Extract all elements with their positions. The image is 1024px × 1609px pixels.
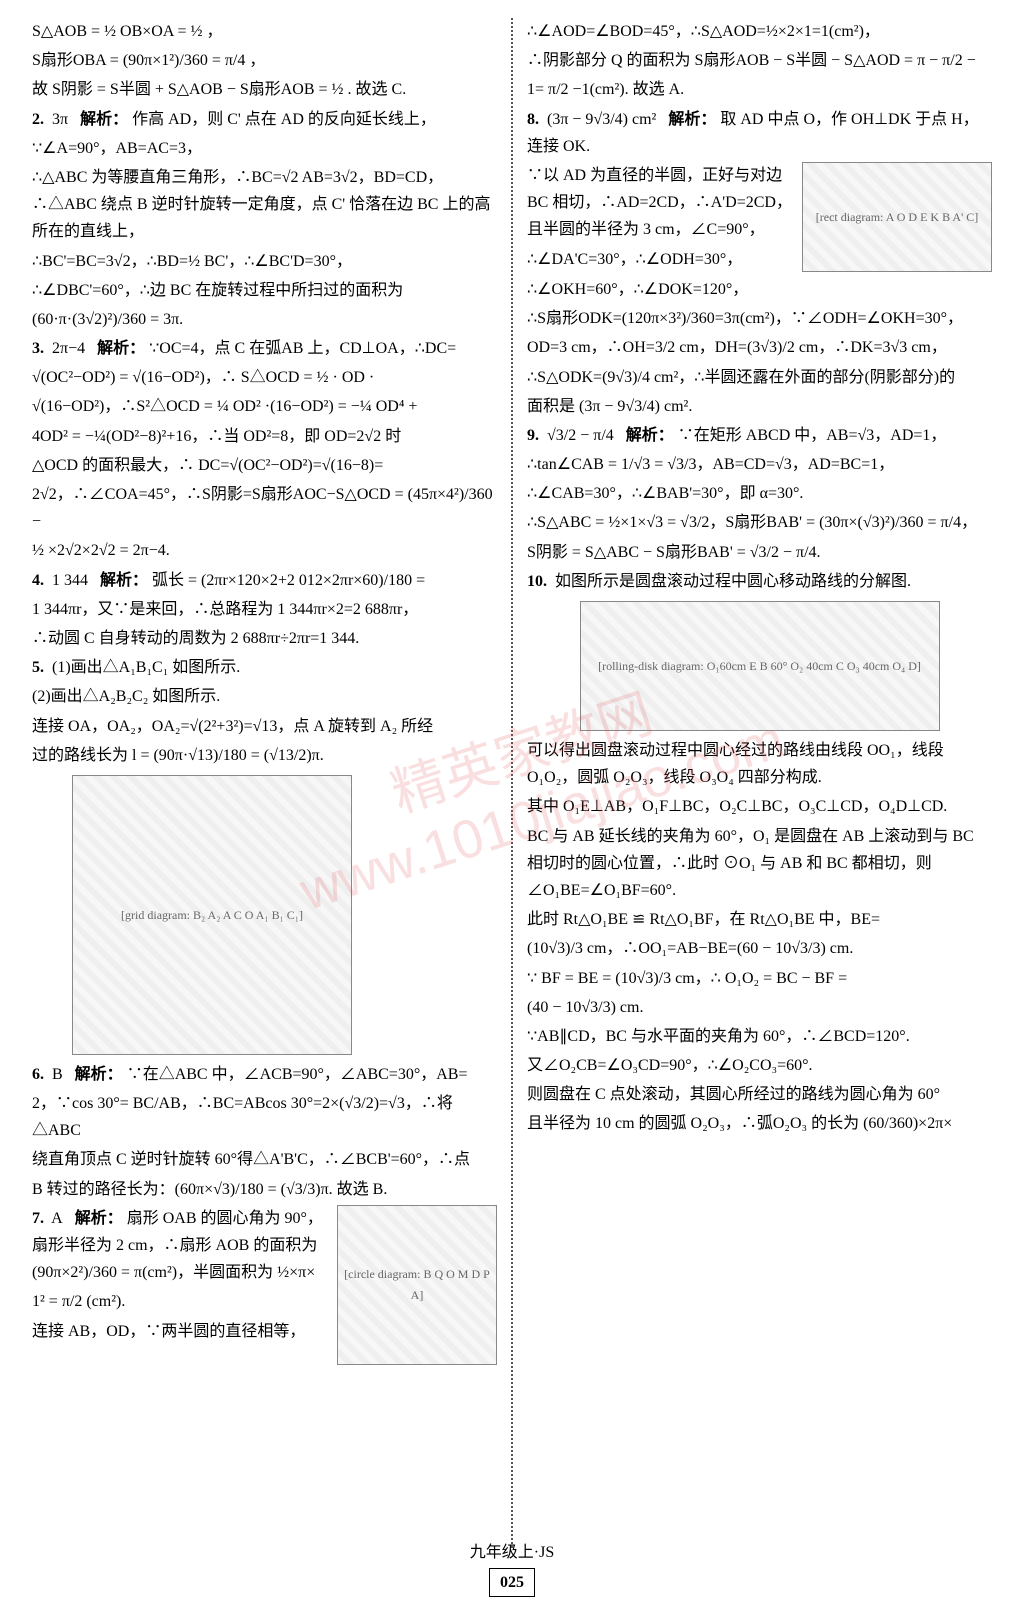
analysis-label: 解析： — [100, 572, 148, 589]
text-line: 且半径为 10 cm 的圆弧 O₂O₃，∴弧O₂O₃ 的长为 (60/360)×… — [527, 1110, 992, 1137]
text-span: ∵在矩形 ABCD 中，AB=√3，AD=1， — [678, 427, 947, 444]
q7-block: [circle diagram: B Q O M D P A] 7. A 解析：… — [32, 1205, 497, 1369]
text-line: ∴S△ABC = ½×1×√3 = √3/2，S扇形BAB' = (30π×(√… — [527, 509, 992, 536]
text-line: S扇形OBA = (90π×1²)/360 = π/4 ， — [32, 47, 497, 74]
q10-head: 10. 如图所示是圆盘滚动过程中圆心移动路线的分解图. — [527, 568, 992, 595]
grid-figure: [grid diagram: B₂ A₂ A C O A₁ B₁ C₁] — [72, 775, 352, 1055]
answer: 1 344 — [52, 572, 88, 589]
text-line: (60·π·(3√2)²)/360 = 3π. — [32, 306, 497, 333]
answer: (3π − 9√3/4) cm² — [547, 111, 656, 128]
question-number: 10. — [527, 573, 547, 590]
text-line: √(16−OD²)，∴S²△OCD = ¼ OD² ·(16−OD²) = −¼… — [32, 393, 497, 420]
question-number: 4. — [32, 572, 44, 589]
rect-figure: [rect diagram: A O D E K B A' C] — [802, 162, 992, 272]
question-number: 2. — [32, 111, 44, 128]
q5-head: 5. (1)画出△A₁B₁C₁ 如图所示. — [32, 654, 497, 681]
text-line: ∴BC'=BC=3√2，∴BD=½ BC'，∴∠BC'D=30°， — [32, 248, 497, 275]
answer: 2π−4 — [52, 340, 85, 357]
text-line: BC 与 AB 延长线的夹角为 60°，O₁ 是圆盘在 AB 上滚动到与 BC … — [527, 823, 992, 905]
analysis-label: 解析： — [668, 111, 716, 128]
text-line: (10√3)/3 cm，∴OO₁=AB−BE=(60 − 10√3/3) cm. — [527, 935, 992, 962]
text-line: ∴动圆 C 自身转动的周数为 2 688πr÷2πr=1 344. — [32, 625, 497, 652]
text-line: ∴S扇形ODK=(120π×3²)/360=3π(cm²)，∵∠ODH=∠OKH… — [527, 305, 992, 332]
question-number: 3. — [32, 340, 44, 357]
text-line: 又∠O₂CB=∠O₃CD=90°，∴∠O₂CO₃=60°. — [527, 1052, 992, 1079]
analysis-label: 解析： — [75, 1066, 123, 1083]
text-line: 面积是 (3π − 9√3/4) cm². — [527, 393, 992, 420]
text-line: 可以得出圆盘滚动过程中圆心经过的路线由线段 OO₁，线段 O₁O₂，圆弧 O₂O… — [527, 737, 992, 791]
q8-head: 8. (3π − 9√3/4) cm² 解析： 取 AD 中点 O，作 OH⊥D… — [527, 106, 992, 160]
left-column: S△AOB = ½ OB×OA = ½ ， S扇形OBA = (90π×1²)/… — [32, 18, 511, 1548]
text-line: 2，∵cos 30°= BC/AB，∴BC=ABcos 30°=2×(√3/2)… — [32, 1090, 497, 1144]
text-span: ∵OC=4，点 C 在弧AB 上，CD⊥OA，∴DC= — [149, 340, 456, 357]
q6-head: 6. B 解析： ∵在△ABC 中，∠ACB=90°，∠ABC=30°，AB= — [32, 1061, 497, 1088]
analysis-label: 解析： — [80, 111, 128, 128]
answer: 3π — [52, 111, 68, 128]
text-line: 绕直角顶点 C 逆时针旋转 60°得△A'B'C，∴∠BCB'=60°，∴点 — [32, 1146, 497, 1173]
footer-page-number: 025 — [489, 1568, 535, 1597]
right-column: ∴∠AOD=∠BOD=45°，∴S△AOD=½×2×1=1(cm²)， ∴阴影部… — [513, 18, 992, 1548]
analysis-label: 解析： — [626, 427, 674, 444]
question-number: 5. — [32, 659, 44, 676]
q2-head: 2. 3π 解析： 作高 AD，则 C' 点在 AD 的反向延长线上， — [32, 106, 497, 133]
text-line: ∵ BF = BE = (10√3)/3 cm，∴ O₁O₂ = BC − BF… — [527, 965, 992, 992]
text-line: √(OC²−OD²) = √(16−OD²)，∴ S△OCD = ½ · OD … — [32, 364, 497, 391]
text-line: ∵∠A=90°，AB=AC=3， — [32, 135, 497, 162]
analysis-label: 解析： — [97, 340, 145, 357]
text-line: B 转过的路径长为：(60π×√3)/180 = (√3/3)π. 故选 B. — [32, 1176, 497, 1203]
text-line: (40 − 10√3/3) cm. — [527, 994, 992, 1021]
text-line: 1= π/2 −1(cm²). 故选 A. — [527, 76, 992, 103]
text-line: ∴阴影部分 Q 的面积为 S扇形AOB − S半圆 − S△AOD = π − … — [527, 47, 992, 74]
text-line: 4OD² = −¼(OD²−8)²+16，∴当 OD²=8，即 OD=2√2 时 — [32, 423, 497, 450]
text-line: ∴tan∠CAB = 1/√3 = √3/3，AB=CD=√3，AD=BC=1， — [527, 451, 992, 478]
text-line: ∵AB∥CD，BC 与水平面的夹角为 60°，∴∠BCD=120°. — [527, 1023, 992, 1050]
text-line: ∴∠OKH=60°，∴∠DOK=120°， — [527, 276, 992, 303]
text-span: 如图所示是圆盘滚动过程中圆心移动路线的分解图. — [555, 573, 911, 590]
text-line: (2)画出△A₂B₂C₂ 如图所示. — [32, 683, 497, 710]
text-line: ∴∠DBC'=60°，∴边 BC 在旋转过程中所扫过的面积为 — [32, 277, 497, 304]
text-line: ½ ×2√2×2√2 = 2π−4. — [32, 537, 497, 564]
text-line: 则圆盘在 C 点处滚动，其圆心所经过的路线为圆心角为 60° — [527, 1081, 992, 1108]
text-line: OD=3 cm，∴OH=3/2 cm，DH=(3√3)/2 cm，∴DK=3√3… — [527, 334, 992, 361]
footer-grade: 九年级上·JS — [470, 1544, 554, 1561]
question-number: 8. — [527, 111, 539, 128]
analysis-label: 解析： — [75, 1210, 123, 1227]
text-line: 过的路线长为 l = (90π·√13)/180 = (√13/2)π. — [32, 742, 497, 769]
text-line: S△AOB = ½ OB×OA = ½ ， — [32, 18, 497, 45]
answer: B — [52, 1066, 63, 1083]
page-footer: 九年级上·JS 025 — [0, 1539, 1024, 1597]
question-number: 6. — [32, 1066, 44, 1083]
text-line: 此时 Rt△O₁BE ≌ Rt△O₁BF，在 Rt△O₁BE 中，BE= — [527, 906, 992, 933]
text-line: 1 344πr，又∵是来回，∴总路程为 1 344πr×2=2 688πr， — [32, 596, 497, 623]
text-line: ∴∠CAB=30°，∴∠BAB'=30°，即 α=30°. — [527, 480, 992, 507]
circle-figure: [circle diagram: B Q O M D P A] — [337, 1205, 497, 1365]
text-line: ∴∠AOD=∠BOD=45°，∴S△AOD=½×2×1=1(cm²)， — [527, 18, 992, 45]
text-line: 其中 O₁E⊥AB，O₁F⊥BC，O₂C⊥BC，O₃C⊥CD，O₄D⊥CD. — [527, 793, 992, 820]
text-span: (1)画出△A₁B₁C₁ 如图所示. — [52, 659, 240, 676]
answer: A — [51, 1210, 63, 1227]
text-span: 弧长 = (2πr×120×2+2 012×2πr×60)/180 = — [152, 572, 425, 589]
text-line: ∴△ABC 为等腰直角三角形，∴BC=√2 AB=3√2，BD=CD，∴△ABC… — [32, 164, 497, 246]
text-line: ∴S△ODK=(9√3)/4 cm²，∴半圆还露在外面的部分(阴影部分)的 — [527, 364, 992, 391]
text-span: 作高 AD，则 C' 点在 AD 的反向延长线上， — [132, 111, 436, 128]
question-number: 7. — [32, 1210, 44, 1227]
q8-fig-wrap: [rect diagram: A O D E K B A' C] ∵以 AD 为… — [527, 162, 992, 276]
q3-head: 3. 2π−4 解析： ∵OC=4，点 C 在弧AB 上，CD⊥OA，∴DC= — [32, 335, 497, 362]
text-line: S阴影 = S△ABC − S扇形BAB' = √3/2 − π/4. — [527, 539, 992, 566]
text-line: △OCD 的面积最大，∴ DC=√(OC²−OD²)=√(16−8)= — [32, 452, 497, 479]
answer: √3/2 − π/4 — [547, 427, 614, 444]
text-line: 故 S阴影 = S半圆 + S△AOB − S扇形AOB = ½ . 故选 C. — [32, 76, 497, 103]
text-line: 2√2，∴∠COA=45°，∴S阴影=S扇形AOC−S△OCD = (45π×4… — [32, 481, 497, 535]
text-span: ∵在△ABC 中，∠ACB=90°，∠ABC=30°，AB= — [127, 1066, 468, 1083]
question-number: 9. — [527, 427, 539, 444]
q4-head: 4. 1 344 解析： 弧长 = (2πr×120×2+2 012×2πr×6… — [32, 567, 497, 594]
text-line: 连接 OA，OA₂，OA₂=√(2²+3²)=√13，点 A 旋转到 A₂ 所经 — [32, 713, 497, 740]
roll-figure: [rolling-disk diagram: O₁60cm E B 60° O₂… — [580, 601, 940, 731]
q9-head: 9. √3/2 − π/4 解析： ∵在矩形 ABCD 中，AB=√3，AD=1… — [527, 422, 992, 449]
